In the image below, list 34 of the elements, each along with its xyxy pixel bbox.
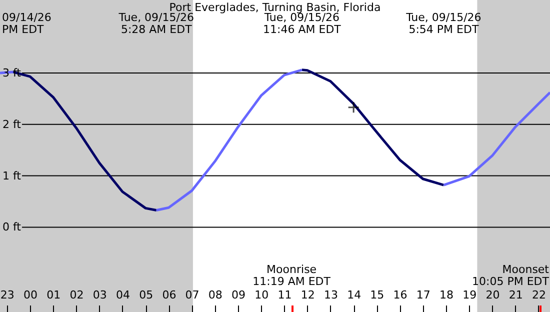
x-tick-label: 11 <box>278 288 292 302</box>
x-tick-label: 21 <box>508 288 523 302</box>
x-tick-label: 22 <box>532 288 546 302</box>
annotation: Tue, 09/15/26 5:28 AM EDT <box>118 11 194 36</box>
x-tick-label: 16 <box>393 288 408 302</box>
x-tick-label: 01 <box>46 288 61 302</box>
x-tick-label: 13 <box>324 288 338 302</box>
x-tick-label: 15 <box>370 288 384 302</box>
x-tick-label: 20 <box>486 288 500 302</box>
annotation: Moonrise 11:19 AM EDT <box>252 263 331 288</box>
x-tick-label: 09 <box>232 288 246 302</box>
x-tick-label: 04 <box>116 288 130 302</box>
annotation: Moonset 10:05 PM EDT <box>472 263 550 288</box>
annotation: Tue, 09/15/26 11:46 AM EDT <box>263 11 342 36</box>
x-tick-label: 02 <box>70 288 84 302</box>
annotation: Tue, 09/15/26 5:54 PM EDT <box>405 11 482 36</box>
y-tick-label: 1 ft <box>2 169 22 182</box>
y-tick-label: 0 ft <box>2 220 22 234</box>
x-tick-label: 05 <box>139 288 154 302</box>
x-tick-label: 17 <box>416 288 430 302</box>
x-tick-label: 10 <box>254 288 269 302</box>
x-tick-label: 23 <box>0 288 14 302</box>
annotation: 09/14/26 PM EDT <box>2 11 52 36</box>
x-tick-label: 12 <box>300 288 315 302</box>
x-tick-label: 08 <box>208 288 222 302</box>
x-tick-label: 03 <box>92 288 107 302</box>
x-tick-label: 19 <box>462 288 477 302</box>
x-tick-label: 18 <box>440 288 454 302</box>
chart-title: Port Everglades, Turning Basin, Florida <box>169 1 381 14</box>
y-tick-label: 2 ft <box>2 118 22 131</box>
x-tick-label: 06 <box>162 288 176 302</box>
x-tick-label: 14 <box>347 288 362 302</box>
x-tick-label: 00 <box>24 288 38 302</box>
x-tick-label: 07 <box>185 288 200 302</box>
